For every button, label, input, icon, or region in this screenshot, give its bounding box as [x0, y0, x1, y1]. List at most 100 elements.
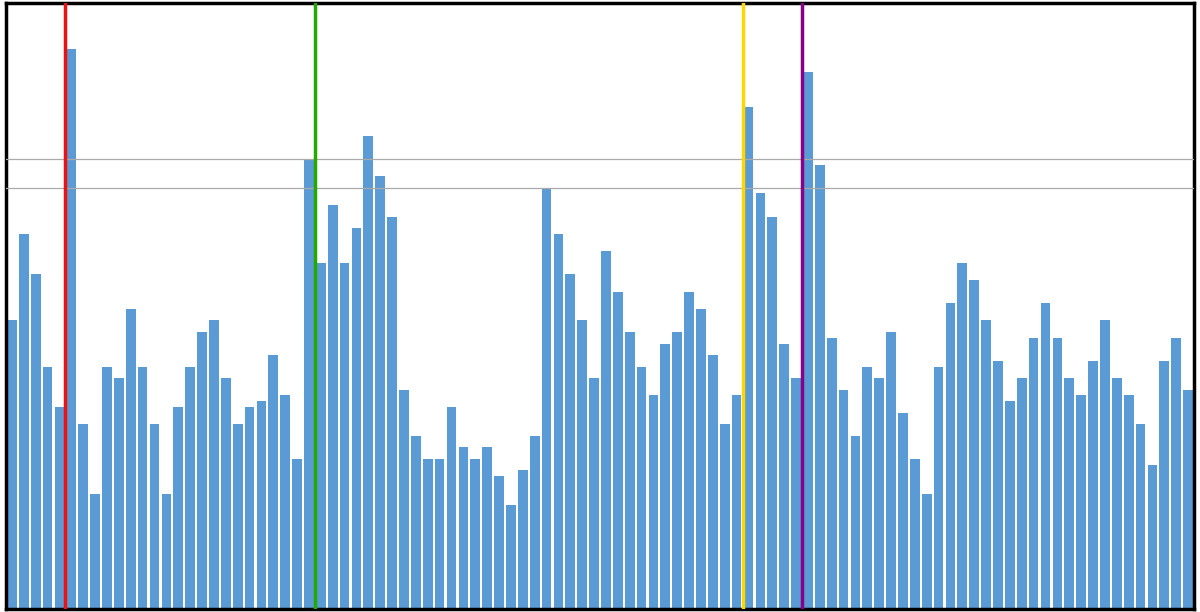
Bar [779, 343, 790, 609]
Bar [601, 251, 611, 609]
Bar [577, 321, 587, 609]
Bar [1064, 378, 1074, 609]
Bar [434, 459, 444, 609]
Bar [875, 378, 884, 609]
Bar [1052, 338, 1062, 609]
Bar [660, 343, 671, 609]
Bar [863, 367, 872, 609]
Bar [494, 476, 504, 609]
Bar [54, 407, 65, 609]
Bar [1100, 321, 1110, 609]
Bar [541, 188, 552, 609]
Bar [66, 49, 77, 609]
Bar [376, 176, 385, 609]
Bar [1183, 390, 1193, 609]
Bar [553, 234, 563, 609]
Bar [696, 309, 706, 609]
Bar [565, 274, 575, 609]
Bar [126, 309, 136, 609]
Bar [1040, 303, 1050, 609]
Bar [982, 321, 991, 609]
Bar [827, 338, 836, 609]
Bar [934, 367, 943, 609]
Bar [388, 217, 397, 609]
Bar [756, 193, 766, 609]
Bar [257, 401, 266, 609]
Bar [328, 205, 337, 609]
Bar [708, 355, 718, 609]
Bar [732, 395, 742, 609]
Bar [720, 424, 730, 609]
Bar [162, 493, 172, 609]
Bar [185, 367, 196, 609]
Bar [946, 303, 955, 609]
Bar [316, 263, 325, 609]
Bar [470, 459, 480, 609]
Bar [422, 459, 433, 609]
Bar [90, 493, 100, 609]
Bar [304, 159, 314, 609]
Bar [197, 332, 206, 609]
Bar [851, 436, 860, 609]
Bar [506, 505, 516, 609]
Bar [1076, 395, 1086, 609]
Bar [31, 274, 41, 609]
Bar [791, 378, 800, 609]
Bar [1171, 338, 1181, 609]
Bar [352, 228, 361, 609]
Bar [1088, 361, 1098, 609]
Bar [839, 390, 848, 609]
Bar [815, 165, 824, 609]
Bar [803, 72, 812, 609]
Bar [446, 407, 456, 609]
Bar [281, 395, 290, 609]
Bar [1123, 395, 1134, 609]
Bar [767, 217, 778, 609]
Bar [292, 459, 302, 609]
Bar [958, 263, 967, 609]
Bar [7, 321, 17, 609]
Bar [529, 436, 540, 609]
Bar [221, 378, 230, 609]
Bar [898, 412, 908, 609]
Bar [886, 332, 896, 609]
Bar [1159, 361, 1169, 609]
Bar [910, 459, 919, 609]
Bar [672, 332, 682, 609]
Bar [482, 447, 492, 609]
Bar [269, 355, 278, 609]
Bar [173, 407, 184, 609]
Bar [637, 367, 647, 609]
Bar [1004, 401, 1015, 609]
Bar [684, 291, 694, 609]
Bar [970, 280, 979, 609]
Bar [150, 424, 160, 609]
Bar [43, 367, 53, 609]
Bar [410, 436, 421, 609]
Bar [994, 361, 1003, 609]
Bar [1112, 378, 1122, 609]
Bar [400, 390, 409, 609]
Bar [78, 424, 88, 609]
Bar [102, 367, 112, 609]
Bar [458, 447, 468, 609]
Bar [648, 395, 659, 609]
Bar [518, 471, 528, 609]
Bar [1147, 465, 1157, 609]
Bar [19, 234, 29, 609]
Bar [1028, 338, 1038, 609]
Bar [625, 332, 635, 609]
Bar [209, 321, 218, 609]
Bar [1016, 378, 1027, 609]
Bar [340, 263, 349, 609]
Bar [138, 367, 148, 609]
Bar [114, 378, 124, 609]
Bar [233, 424, 242, 609]
Bar [744, 107, 754, 609]
Bar [589, 378, 599, 609]
Bar [1135, 424, 1146, 609]
Bar [613, 291, 623, 609]
Bar [364, 136, 373, 609]
Bar [922, 493, 931, 609]
Bar [245, 407, 254, 609]
